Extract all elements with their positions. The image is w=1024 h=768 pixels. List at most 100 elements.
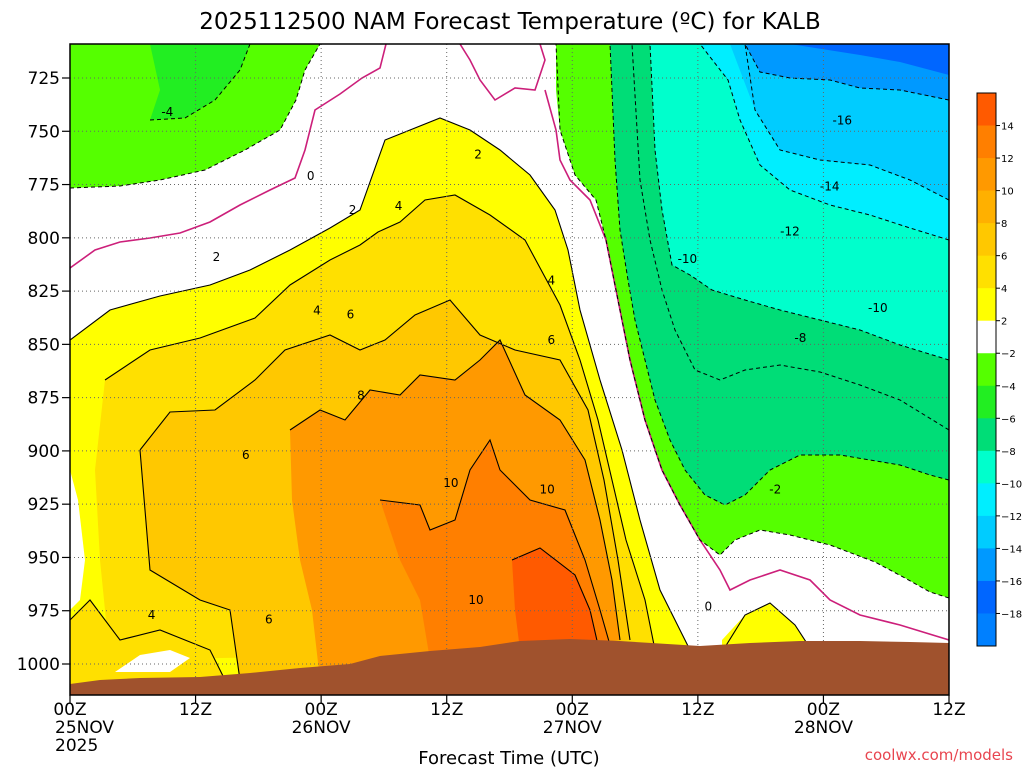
terrain-ground xyxy=(70,639,949,695)
contour-label: -12 xyxy=(780,224,800,238)
x-tick-label: 12Z xyxy=(179,700,212,720)
colorbar-label: −18 xyxy=(1001,609,1022,620)
x-tick-label: 2025 xyxy=(55,736,98,756)
x-tick-label: 00Z xyxy=(53,700,86,720)
colorbar-label: 10 xyxy=(1001,187,1014,198)
colorbar-swatch xyxy=(977,483,996,517)
credit-text[interactable]: coolwx.com/models xyxy=(865,746,1013,764)
x-tick-label: 25NOV xyxy=(55,718,114,738)
contour-label: -14 xyxy=(820,180,840,194)
x-axis-label: Forecast Time (UTC) xyxy=(418,748,599,768)
colorbar-swatch xyxy=(977,548,996,582)
colorbar-label: 8 xyxy=(1001,219,1007,230)
contour-label: 4 xyxy=(148,608,156,622)
x-tick-label: 12Z xyxy=(430,700,463,720)
y-tick-label: 975 xyxy=(28,602,60,622)
contour-label: 2 xyxy=(349,203,357,217)
x-tick-label: 12Z xyxy=(681,700,714,720)
x-tick-label: 28NOV xyxy=(794,718,853,738)
chart-title: 2025112500 NAM Forecast Temperature (ºC)… xyxy=(199,9,820,35)
y-tick-label: 750 xyxy=(28,122,60,142)
temp-band-minus-2-aloft xyxy=(70,44,320,188)
contour-labels: -4 0 2 2 2 4 4 4 4 6 6 6 6 8 10 10 10 0 -2 -8 -10 -10 -12 -14 -1… xyxy=(148,105,888,626)
x-tick-label: 12Z xyxy=(932,700,965,720)
colorbar-swatch xyxy=(977,353,996,387)
x-tick-label: 26NOV xyxy=(292,718,351,738)
colorbar-swatch xyxy=(977,613,996,647)
colorbar-swatch xyxy=(977,385,996,419)
contour-label: 4 xyxy=(548,273,556,287)
temp-band-white-patch xyxy=(70,470,85,610)
colorbar-swatch xyxy=(977,93,996,127)
colorbar-label: 6 xyxy=(1001,252,1007,263)
colorbar-label: −12 xyxy=(1001,512,1022,523)
y-tick-label: 775 xyxy=(28,176,60,196)
colorbar-swatch xyxy=(977,288,996,322)
colorbar-label: −2 xyxy=(1001,349,1016,360)
colorbar-swatch xyxy=(977,125,996,159)
colorbar-label: −4 xyxy=(1001,382,1016,393)
colorbar-label: −16 xyxy=(1001,577,1022,588)
contour-label: -4 xyxy=(161,105,173,119)
colorbar-swatch xyxy=(977,450,996,484)
y-tick-label: 825 xyxy=(28,282,60,302)
y-tick-label: 875 xyxy=(28,389,60,409)
contour-label: 4 xyxy=(395,199,403,213)
colorbar-swatch xyxy=(977,190,996,224)
contour-label: -2 xyxy=(769,482,781,496)
colorbar-swatch xyxy=(977,255,996,289)
y-tick-label: 725 xyxy=(28,69,60,89)
y-tick-label: 1000 xyxy=(17,655,60,675)
colorbar-label: −14 xyxy=(1001,544,1022,555)
colorbar-swatch xyxy=(977,580,996,614)
contour-label: 6 xyxy=(242,448,250,462)
colorbar: 14 12 10 8 6 4 2 −2 −4 −6 −8 −10 −12 −14 −16 −18 xyxy=(976,92,1022,647)
contour-label: -8 xyxy=(794,331,806,345)
x-tick-label: 00Z xyxy=(305,700,338,720)
contour-label: 6 xyxy=(548,333,556,347)
contour-label: 0 xyxy=(705,599,713,613)
temp-band-minus-4-aloft xyxy=(150,44,250,120)
plot-area xyxy=(70,44,949,695)
contour-label: 2 xyxy=(474,148,482,162)
x-tick-label: 27NOV xyxy=(543,718,602,738)
y-tick-label: 850 xyxy=(28,335,60,355)
contour-label: -16 xyxy=(832,114,852,128)
colorbar-swatch xyxy=(977,320,996,354)
temp-band-plus-12 xyxy=(512,548,598,650)
colorbar-swatch xyxy=(977,418,996,452)
colorbar-frame xyxy=(976,92,997,647)
contour-label: 10 xyxy=(443,476,458,490)
colorbar-swatch xyxy=(977,158,996,192)
contour-label: 10 xyxy=(540,482,555,496)
contour-label: 0 xyxy=(307,169,315,183)
colorbar-label: −8 xyxy=(1001,447,1016,458)
y-tick-label: 925 xyxy=(28,495,60,515)
colorbar-swatch xyxy=(977,515,996,549)
contour-label: 2 xyxy=(213,250,221,264)
colorbar-label: −10 xyxy=(1001,479,1022,490)
colorbar-label: −6 xyxy=(1001,414,1016,425)
colorbar-label: 14 xyxy=(1001,122,1014,133)
contour-label: 4 xyxy=(313,303,321,317)
y-axis: 725 750 775 800 825 850 875 900 925 950 975 1000 xyxy=(17,69,70,675)
contour-label: 8 xyxy=(357,389,365,403)
contour-label: -10 xyxy=(678,252,698,266)
plot-frame xyxy=(69,43,950,696)
temp-band-minus-18 xyxy=(790,44,949,75)
colorbar-label: 12 xyxy=(1001,154,1014,165)
temp-band-plus-2-near-surface xyxy=(722,603,810,652)
contour-label: 6 xyxy=(347,308,355,322)
x-tick-label: 00Z xyxy=(556,700,589,720)
temp-band-white-low xyxy=(115,650,190,672)
x-tick-label: 00Z xyxy=(807,700,840,720)
y-tick-label: 950 xyxy=(28,548,60,568)
y-tick-label: 800 xyxy=(28,229,60,249)
contour-label: 10 xyxy=(468,593,483,607)
contour-label: 6 xyxy=(265,612,273,626)
colorbar-label: 2 xyxy=(1001,317,1007,328)
y-tick-label: 900 xyxy=(28,442,60,462)
colorbar-label: 4 xyxy=(1001,284,1007,295)
